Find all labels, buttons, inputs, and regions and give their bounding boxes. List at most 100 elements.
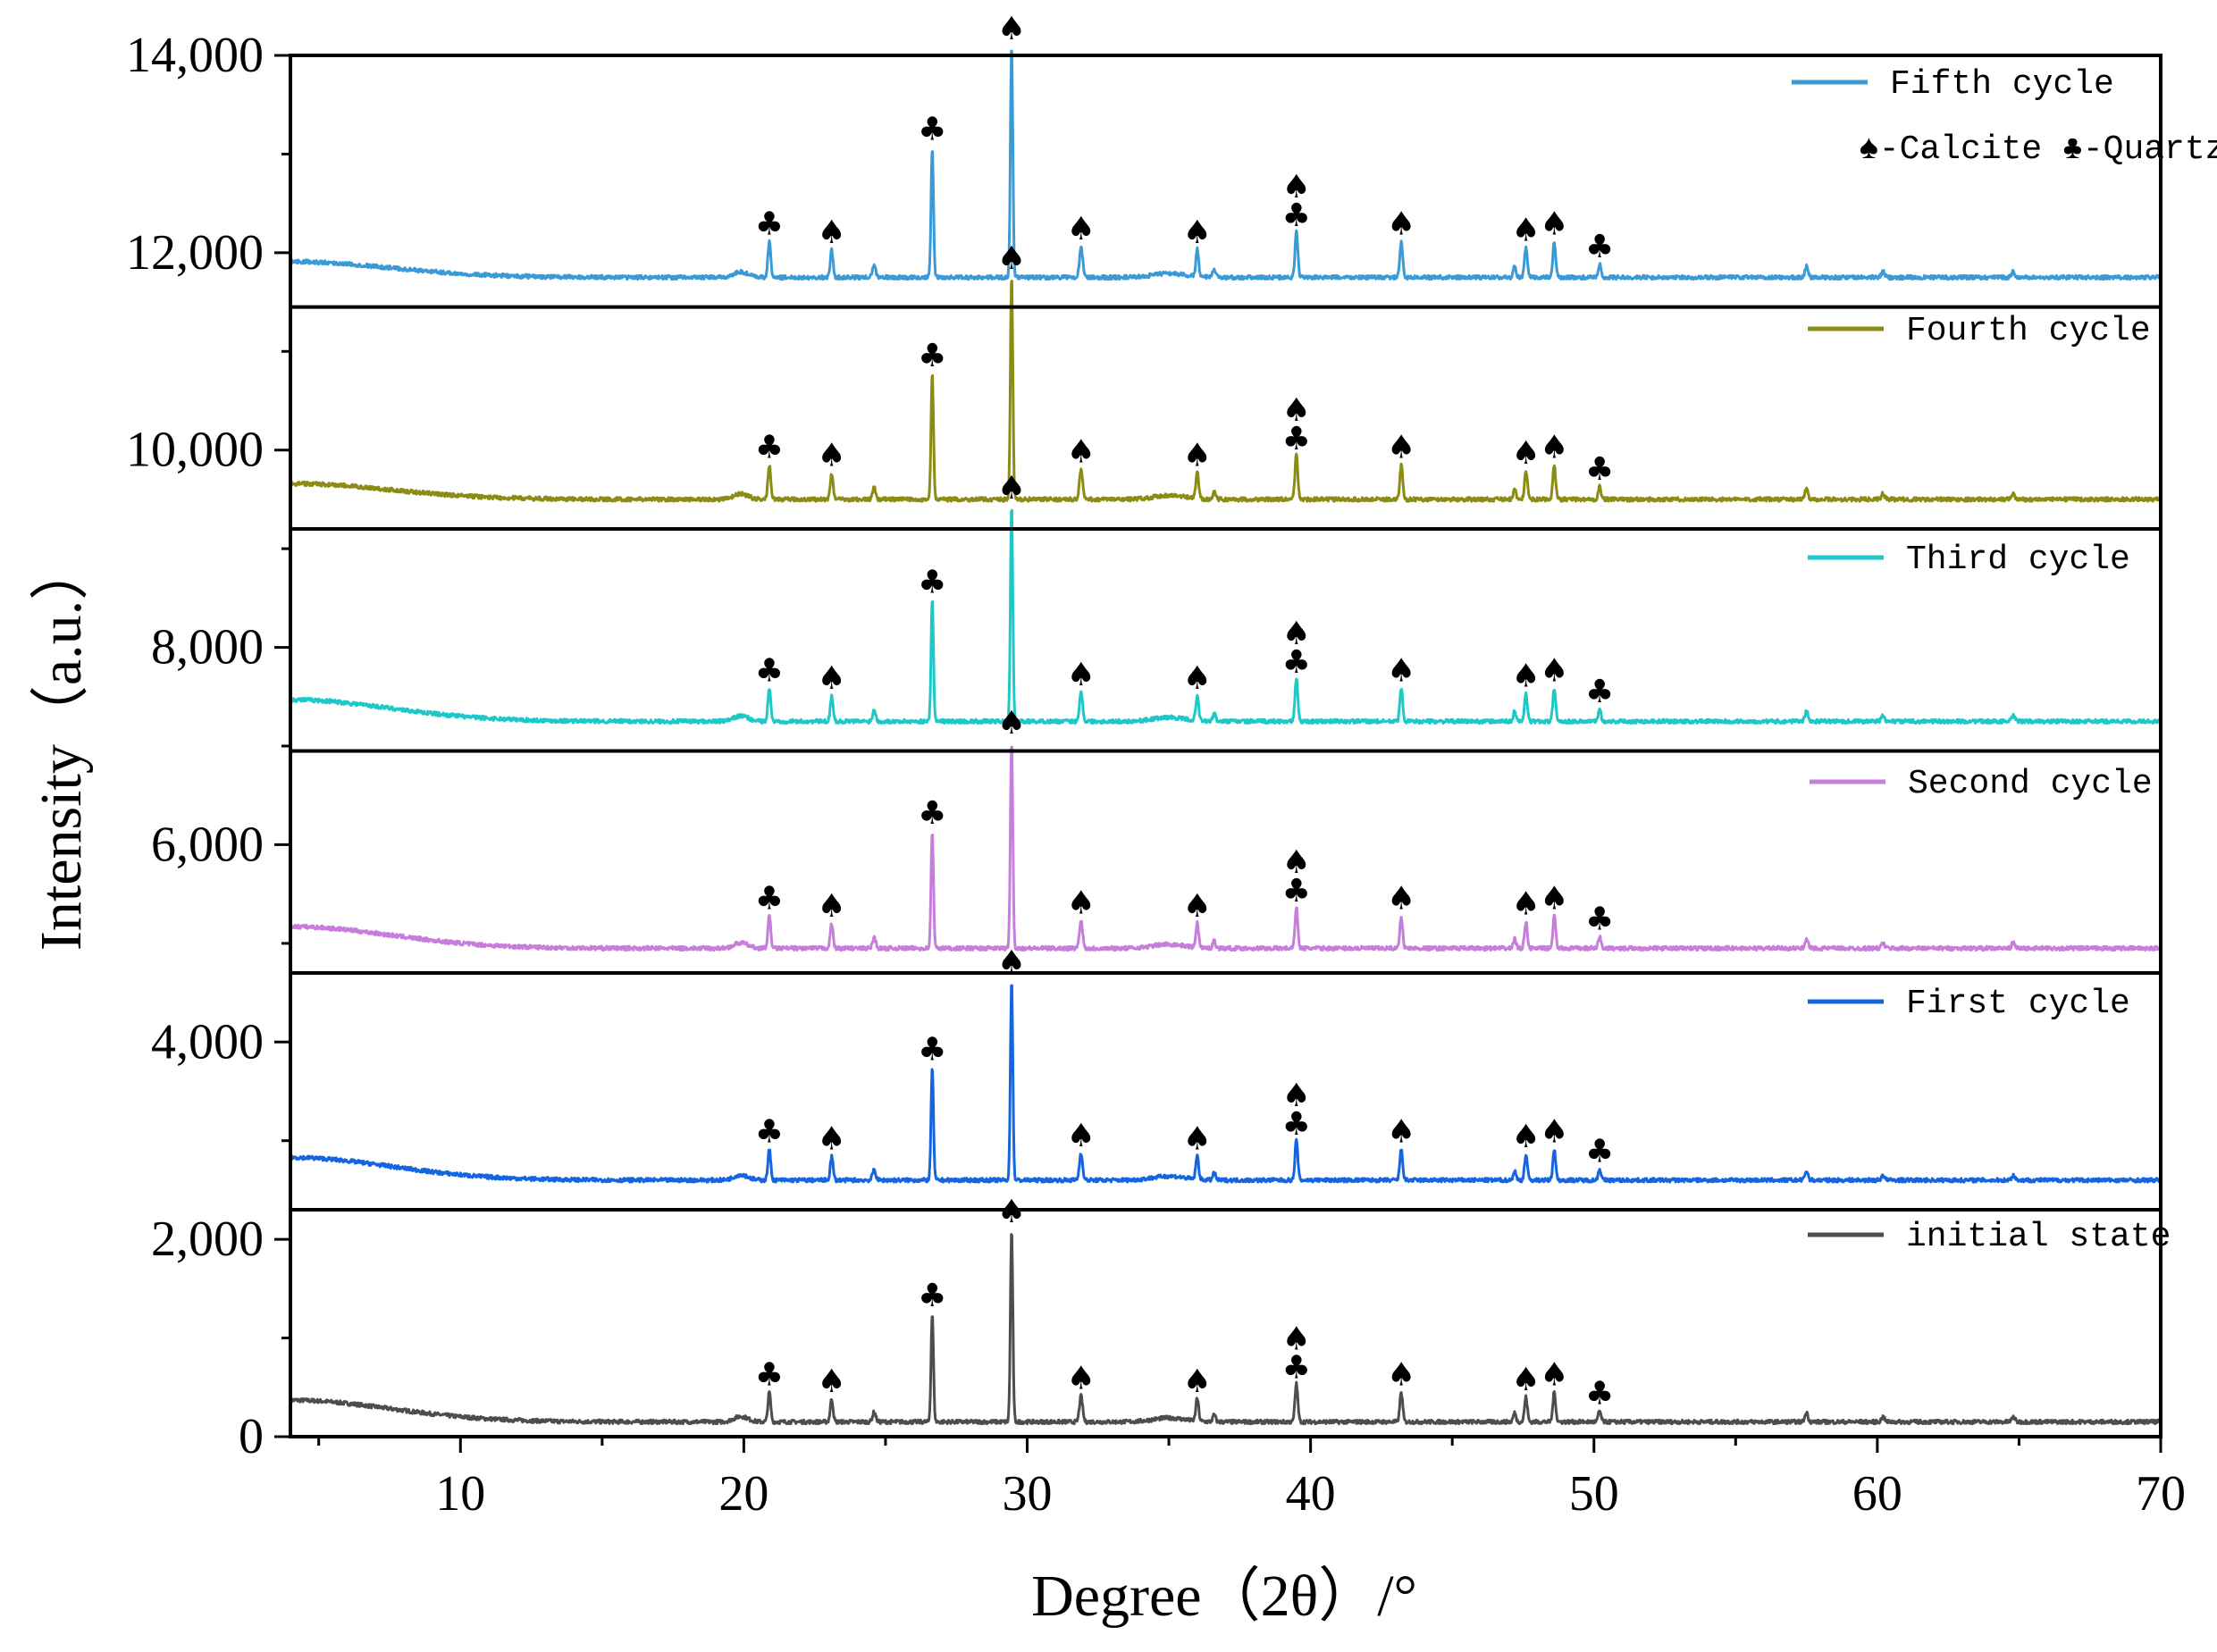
calcite-marker: ♠: [1512, 1119, 1541, 1155]
quartz-marker: ♣: [755, 429, 784, 465]
series-line-5: [289, 49, 2162, 281]
calcite-marker: ♠: [1282, 1078, 1311, 1114]
y-tick-label: 4,000: [151, 1014, 264, 1069]
calcite-marker: ♠: [1540, 881, 1568, 918]
x-tick-label: 50: [1569, 1466, 1619, 1522]
y-tick-label: 12,000: [126, 225, 264, 281]
y-tick-label: 0: [239, 1409, 264, 1464]
quartz-marker: ♣: [1585, 1375, 1614, 1412]
legend-label: Second cycle: [1908, 765, 2153, 803]
calcite-marker: ♠: [997, 240, 1026, 277]
calcite-marker: ♠: [1183, 1363, 1212, 1400]
calcite-marker: ♠: [1512, 435, 1541, 472]
calcite-marker: ♠: [997, 705, 1026, 742]
quartz-marker: ♣: [755, 1113, 784, 1150]
calcite-marker: ♠: [1067, 434, 1096, 471]
calcite-marker: ♠: [1387, 206, 1415, 243]
quartz-marker: ♣: [755, 881, 784, 918]
x-tick-label: 60: [1852, 1466, 1902, 1522]
calcite-marker: ♠: [1067, 885, 1096, 921]
quartz-marker: ♣: [1282, 1349, 1311, 1386]
series-line-4: [289, 279, 2162, 503]
y-tick-label: 10,000: [126, 423, 264, 478]
calcite-marker: ♠: [1387, 881, 1415, 918]
calcite-marker: ♠: [1512, 212, 1541, 248]
x-tick-label: 10: [435, 1466, 485, 1522]
calcite-marker: ♠: [818, 1363, 846, 1400]
calcite-marker: ♠: [1067, 657, 1096, 693]
calcite-marker: ♠: [1540, 1356, 1568, 1393]
x-tick-label: 20: [718, 1466, 768, 1522]
calcite-marker: ♠: [1183, 437, 1212, 474]
y-tick-label: 6,000: [151, 817, 264, 872]
calcite-marker: ♠: [1512, 658, 1541, 694]
quartz-marker: ♣: [755, 652, 784, 689]
calcite-marker: ♠: [1282, 392, 1311, 429]
legend-label: First cycle: [1906, 985, 2130, 1023]
quartz-marker: ♣: [1585, 451, 1614, 488]
quartz-marker: ♣: [1585, 674, 1614, 710]
calcite-marker: ♠: [1540, 206, 1568, 243]
quartz-marker: ♣: [755, 1356, 784, 1393]
series-line-0: [289, 1233, 2162, 1426]
calcite-marker: ♠: [1540, 1113, 1568, 1150]
quartz-marker: ♣: [1282, 873, 1311, 910]
series-line-1: [290, 984, 2162, 1184]
y-tick-label: 8,000: [151, 620, 264, 675]
quartz-marker: ♣: [1282, 644, 1311, 681]
quartz-marker: ♣: [918, 112, 946, 148]
calcite-marker: ♠: [1282, 1321, 1311, 1357]
calcite-marker: ♠: [1387, 652, 1415, 689]
calcite-marker: ♠: [997, 11, 1026, 47]
x-axis-title: Degree（2θ）/°: [1031, 1564, 1417, 1629]
quartz-marker: ♣: [1282, 197, 1311, 234]
quartz-marker: ♣: [1282, 421, 1311, 457]
quartz-marker: ♣: [755, 206, 784, 243]
calcite-marker: ♠: [1183, 888, 1212, 925]
calcite-marker: ♠: [1540, 652, 1568, 689]
calcite-marker: ♠: [1183, 660, 1212, 697]
calcite-marker: ♠: [1067, 1118, 1096, 1154]
plot-frame: [289, 54, 2162, 1438]
quartz-marker: ♣: [1585, 229, 1614, 265]
calcite-marker: ♠: [1540, 429, 1568, 465]
calcite-marker: ♠: [818, 660, 846, 697]
calcite-marker: ♠: [1387, 1356, 1415, 1393]
calcite-marker: ♠: [1282, 616, 1311, 652]
marker-legend: ♠-Calcite ♣-Quartz: [1859, 130, 2217, 169]
series-line-3: [290, 508, 2162, 725]
calcite-marker: ♠: [997, 944, 1026, 981]
quartz-marker: ♣: [918, 795, 946, 832]
quartz-marker: ♣: [918, 1278, 946, 1314]
calcite-marker: ♠: [1282, 169, 1311, 205]
calcite-marker: ♠: [1387, 1113, 1415, 1150]
quartz-marker: ♣: [1585, 901, 1614, 937]
y-axis-title: Intensity（a.u.）: [29, 541, 94, 951]
calcite-marker: ♠: [997, 470, 1026, 507]
calcite-marker: ♠: [1512, 1362, 1541, 1398]
quartz-marker: ♣: [1585, 1133, 1614, 1170]
calcite-marker: ♠: [1282, 844, 1311, 881]
x-tick-label: 40: [1286, 1466, 1336, 1522]
axis-ticks: 10 20 30 40 50 60 70 0 2,000 4,000 6,000 8,000 10,00…: [126, 28, 2186, 1522]
calcite-marker: ♠: [818, 437, 846, 474]
calcite-marker: ♠: [1183, 1120, 1212, 1157]
quartz-marker: ♣: [918, 1032, 946, 1069]
legend-label: Third cycle: [1906, 541, 2130, 579]
calcite-marker: ♠: [997, 1194, 1026, 1230]
legend-label: Fifth cycle: [1890, 65, 2114, 104]
legend-label: initial state: [1906, 1218, 2171, 1256]
quartz-marker: ♣: [918, 338, 946, 374]
calcite-marker: ♠: [818, 214, 846, 251]
calcite-marker: ♠: [818, 1120, 846, 1157]
panel-separators: [290, 305, 2161, 1212]
calcite-marker: ♠: [1067, 211, 1096, 247]
quartz-marker: ♣: [1282, 1106, 1311, 1143]
calcite-marker: ♠: [818, 888, 846, 925]
x-tick-label: 30: [1003, 1466, 1053, 1522]
y-tick-label: 2,000: [151, 1212, 264, 1267]
calcite-marker: ♠: [1183, 214, 1212, 251]
series-layer: [289, 49, 2162, 1426]
calcite-marker: ♠: [1387, 429, 1415, 465]
